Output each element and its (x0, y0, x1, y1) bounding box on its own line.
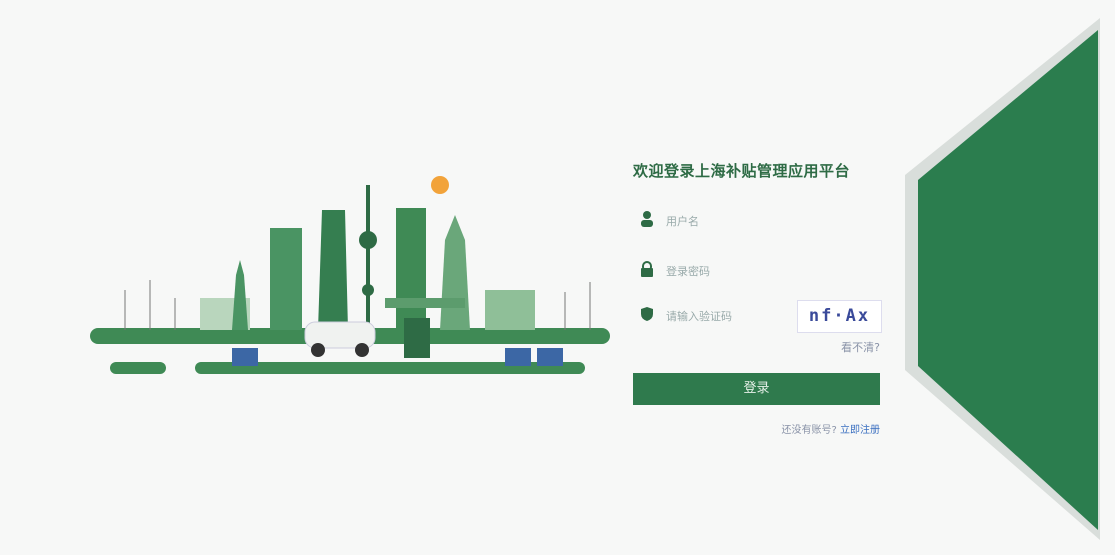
login-title: 欢迎登录上海补贴管理应用平台 (633, 162, 851, 180)
green-panel (918, 30, 1098, 530)
placeholder: 登录密码 (666, 265, 710, 278)
refresh-captcha-link[interactable]: 看不清? (841, 341, 880, 354)
user-icon (641, 211, 653, 227)
lock-icon (641, 261, 653, 277)
city-illustration (90, 176, 610, 374)
captcha-image[interactable]: nf·Ax (797, 300, 882, 333)
captcha-input[interactable]: 请输入验证码 (640, 303, 790, 329)
username-input[interactable]: 用户名 (640, 208, 880, 234)
login-button[interactable]: 登录 (633, 373, 880, 405)
placeholder: 请输入验证码 (666, 310, 732, 323)
shield-icon (641, 307, 653, 321)
register-prompt: 还没有账号? (781, 425, 837, 436)
password-input[interactable]: 登录密码 (640, 258, 880, 284)
register-link[interactable]: 立即注册 (840, 425, 880, 436)
register-row: 还没有账号? 立即注册 (700, 421, 881, 436)
placeholder: 用户名 (666, 215, 699, 228)
